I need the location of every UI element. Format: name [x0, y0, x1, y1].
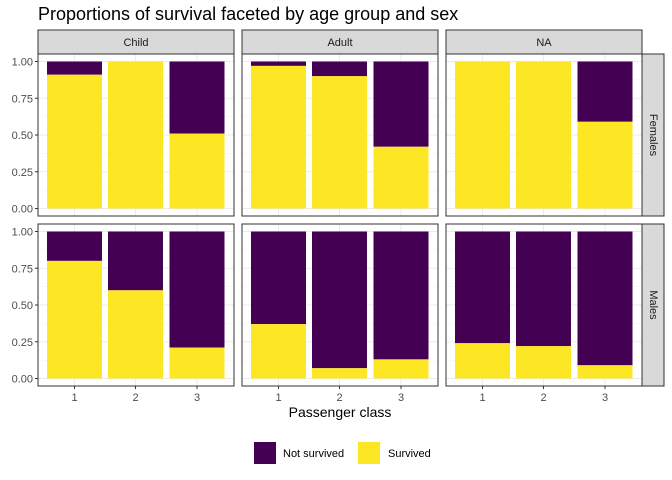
panel-males-adult: 1 2 3: [241, 223, 439, 404]
panel-females-child: 0.00 0.25 0.50 0.75 1.00: [12, 53, 235, 217]
legend: Not survived Survived: [254, 442, 431, 464]
panel-females-na: [445, 53, 643, 217]
bar-survived: [251, 65, 306, 209]
x-tick-label: 2: [540, 392, 546, 404]
x-tick-label: 1: [275, 392, 281, 404]
legend-key: [254, 442, 276, 464]
y-tick-label: 1.00: [12, 57, 33, 69]
bar-survived: [577, 121, 633, 209]
legend-key: [358, 442, 380, 464]
bar-not-survived: [47, 231, 102, 261]
bar-not-survived: [251, 61, 306, 66]
x-tick-label: 2: [132, 392, 138, 404]
x-tick-label: 3: [398, 392, 404, 404]
bar-not-survived: [312, 61, 367, 77]
x-tick-label: 2: [336, 392, 342, 404]
bar-not-survived: [455, 231, 510, 344]
strip-label: NA: [536, 37, 552, 49]
legend-label: Not survived: [283, 448, 344, 460]
bar-survived: [108, 290, 163, 379]
bar-not-survived: [47, 61, 102, 75]
x-tick-label: 3: [602, 392, 608, 404]
strip-background: [37, 29, 235, 55]
bar-survived: [455, 343, 510, 379]
bar-not-survived: [516, 231, 571, 347]
legend-item-not-survived: Not survived: [254, 442, 344, 464]
strip-label: Adult: [327, 37, 352, 49]
x-tick-label: 3: [194, 392, 200, 404]
legend-label: Survived: [388, 448, 431, 460]
bar-survived: [47, 74, 102, 209]
bar-survived: [169, 347, 225, 379]
y-tick-label: 0.25: [12, 167, 33, 179]
bar-not-survived: [108, 231, 163, 291]
bar-survived: [108, 61, 163, 209]
panel-border: [241, 53, 439, 217]
y-tick-label: 0.50: [12, 300, 33, 312]
bar-survived: [47, 260, 102, 379]
strip-label: Child: [123, 37, 148, 49]
y-tick-label: 0.75: [12, 263, 33, 275]
facet-panels: Child Adult NA Females Males 0.00 0.25 0.50 0.75…: [12, 29, 665, 404]
bar-survived: [373, 146, 429, 209]
y-tick-label: 0.00: [12, 374, 33, 386]
row-strip-males: Males: [641, 223, 665, 387]
bar-survived: [169, 133, 225, 209]
strip-label: Males: [647, 290, 659, 320]
bar-not-survived: [373, 231, 429, 360]
bar-survived: [516, 346, 571, 379]
strip-background: [241, 29, 439, 55]
chart-title: Proportions of survival faceted by age g…: [38, 4, 458, 24]
column-strip-na: NA: [445, 29, 643, 55]
y-tick-label: 1.00: [12, 227, 33, 239]
bar-survived: [312, 368, 367, 379]
column-strip-child: Child: [37, 29, 235, 55]
bar-not-survived: [169, 231, 225, 348]
row-strip-females: Females: [641, 53, 665, 217]
strip-label: Females: [647, 114, 659, 157]
y-tick-label: 0.25: [12, 337, 33, 349]
bar-survived: [251, 324, 306, 379]
bar-survived: [373, 359, 429, 379]
bar-survived: [577, 365, 633, 379]
bar-not-survived: [251, 231, 306, 325]
x-tick-label: 1: [479, 392, 485, 404]
panel-border: [445, 53, 643, 217]
bar-not-survived: [577, 61, 633, 122]
panel-males-child: 0.00 0.25 0.50 0.75 1.00 1 2 3: [12, 223, 235, 404]
y-tick-label: 0.50: [12, 130, 33, 142]
bar-survived: [516, 61, 571, 209]
column-strip-adult: Adult: [241, 29, 439, 55]
x-tick-label: 1: [71, 392, 77, 404]
legend-item-survived: Survived: [358, 442, 431, 464]
bar-not-survived: [169, 61, 225, 134]
bar-survived: [312, 76, 367, 209]
y-tick-label: 0.75: [12, 93, 33, 105]
bar-not-survived: [312, 231, 367, 369]
bar-not-survived: [577, 231, 633, 366]
bar-survived: [455, 61, 510, 209]
y-tick-label: 0.00: [12, 204, 33, 216]
bar-not-survived: [373, 61, 429, 147]
x-axis-title: Passenger class: [289, 404, 392, 420]
panel-females-adult: [241, 53, 439, 217]
panel-males-na: 1 2 3: [445, 223, 643, 404]
